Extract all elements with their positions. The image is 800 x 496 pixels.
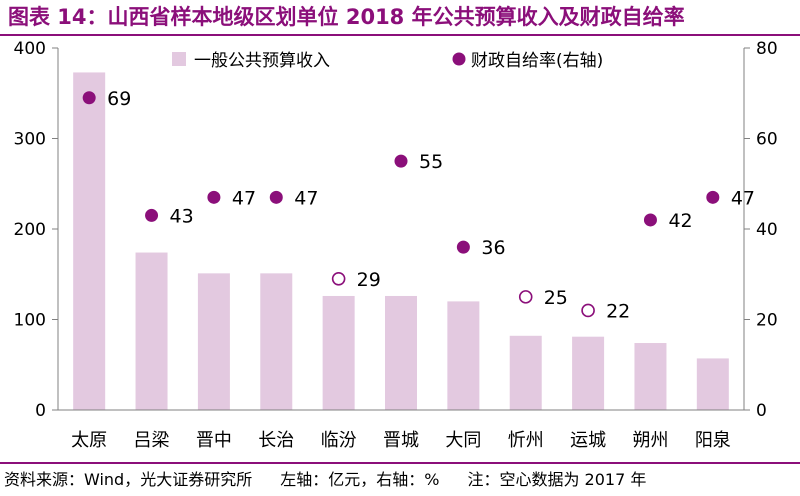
dot-hollow [518, 290, 533, 304]
legend-bar-label: 一般公共预算收入 [194, 51, 330, 71]
legend-dot-label: 财政自给率(右轴) [471, 51, 603, 71]
legend: 一般公共预算收入 财政自给率(右轴) [172, 51, 603, 71]
dot-value-label: 42 [668, 210, 692, 232]
left-tick-label: 300 [14, 130, 46, 150]
bar-忻州 [509, 335, 542, 410]
dot [643, 213, 657, 227]
bars-group [73, 72, 729, 410]
category-label: 大同 [445, 430, 481, 451]
dot [82, 91, 96, 105]
right-tick-label: 20 [756, 311, 778, 331]
dot-value-label: 43 [170, 205, 194, 227]
bar-大同 [447, 301, 480, 410]
dot [706, 190, 720, 204]
dot-hollow [581, 303, 595, 318]
category-label: 太原 [71, 430, 107, 451]
dot [269, 190, 283, 204]
bar-临汾 [322, 295, 355, 410]
title-divider [0, 34, 800, 36]
category-label: 晋城 [383, 430, 419, 451]
ticks-group: 0 100 200 300 400 0 20 40 60 80 [14, 39, 778, 421]
bar-晋城 [385, 295, 417, 410]
category-label: 运城 [570, 430, 606, 451]
legend-dot-swatch [452, 52, 466, 66]
footer-divider [0, 462, 800, 464]
chart-title: 图表 14：山西省样本地级区划单位 2018 年公共预算收入及财政自给率 [8, 5, 685, 29]
left-tick-label: 200 [14, 220, 46, 240]
bar-朔州 [634, 343, 667, 410]
bar-长治 [260, 273, 293, 410]
category-label: 忻州 [508, 430, 544, 451]
category-label: 吕梁 [134, 430, 170, 451]
right-tick-label: 40 [756, 220, 778, 240]
left-tick-label: 400 [14, 39, 46, 59]
left-tick-label: 0 [35, 401, 46, 421]
dot-value-label: 47 [294, 187, 318, 209]
footer-units: 左轴：亿元，右轴：% [280, 470, 440, 489]
dot-value-label: 47 [731, 187, 755, 209]
bar-晋中 [197, 273, 230, 410]
bar-运城 [572, 336, 605, 410]
category-label: 临汾 [321, 430, 357, 451]
chart: 0 100 200 300 400 0 20 40 60 80 太原 吕梁 晋中 长治 临汾 晋城 大同 忻州 运… [14, 39, 778, 451]
dot-value-label: 36 [481, 237, 505, 259]
dot-value-label: 22 [606, 300, 630, 322]
dot [145, 208, 159, 222]
dot-value-label: 47 [232, 187, 256, 209]
dot-value-label: 29 [357, 269, 381, 291]
category-label: 晋中 [196, 430, 232, 451]
category-label: 朔州 [632, 430, 668, 451]
category-label: 阳泉 [695, 430, 731, 451]
footer-note: 注：空心数据为 2017 年 [467, 470, 647, 489]
dot [207, 190, 221, 204]
left-tick-label: 100 [14, 311, 46, 331]
category-label: 长治 [258, 430, 294, 451]
footer: 资料来源：Wind，光大证券研究所 左轴：亿元，右轴：% 注：空心数据为 2017 … [4, 466, 796, 494]
dot-value-label: 25 [544, 287, 568, 309]
right-tick-label: 60 [756, 130, 778, 150]
footer-source: 资料来源：Wind，光大证券研究所 [4, 470, 253, 489]
dot [456, 240, 470, 254]
bar-阳泉 [696, 358, 729, 410]
dot-value-label: 69 [107, 88, 131, 110]
dot [394, 154, 408, 168]
category-labels-group: 太原 吕梁 晋中 长治 临汾 晋城 大同 忻州 运城 朔州 阳泉 [71, 430, 731, 451]
right-tick-label: 0 [756, 401, 767, 421]
legend-bar-swatch [172, 52, 186, 66]
dot-hollow [331, 271, 346, 286]
dot-value-label: 55 [419, 151, 443, 173]
dots-group: 69 43 47 47 29 55 36 25 22 42 47 [82, 88, 755, 322]
bar-太原 [73, 72, 106, 410]
bar-吕梁 [135, 252, 168, 410]
right-tick-label: 80 [756, 39, 778, 59]
